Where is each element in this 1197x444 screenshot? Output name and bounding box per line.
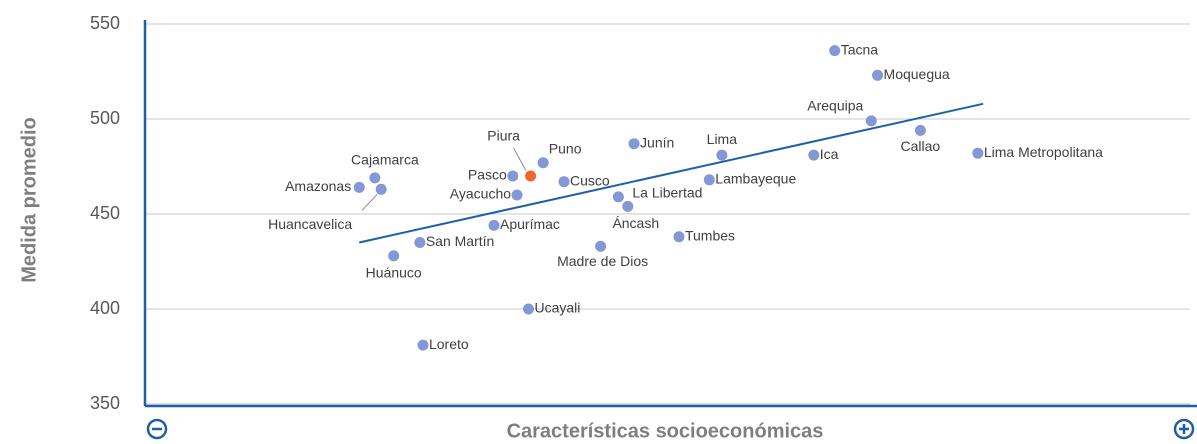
point-label: Madre de Dios bbox=[557, 253, 648, 269]
point bbox=[703, 174, 715, 186]
point-label: Huánuco bbox=[366, 265, 422, 281]
x-axis-label: Características socioeconómicas bbox=[507, 420, 824, 442]
point-label: Puno bbox=[549, 140, 582, 156]
point bbox=[488, 219, 500, 231]
point bbox=[388, 250, 400, 262]
point-label: Lambayeque bbox=[715, 171, 796, 187]
point-label: Junín bbox=[640, 134, 674, 150]
point-label: Cajamarca bbox=[351, 152, 419, 168]
point bbox=[511, 189, 523, 201]
point bbox=[523, 303, 535, 315]
point bbox=[525, 170, 537, 182]
point bbox=[353, 181, 365, 193]
point bbox=[716, 149, 728, 161]
point bbox=[872, 69, 884, 81]
y-tick-label: 500 bbox=[90, 108, 120, 128]
y-axis-label: Medida promedio bbox=[18, 117, 40, 283]
point-label: Huancavelica bbox=[268, 216, 352, 232]
point-label: Ayacucho bbox=[450, 186, 511, 202]
y-tick-label: 350 bbox=[90, 393, 120, 413]
point-label: La Libertad bbox=[632, 185, 702, 201]
point bbox=[558, 176, 570, 188]
point-label: Tacna bbox=[841, 41, 879, 57]
point-label: Amazonas bbox=[285, 178, 351, 194]
point-label: Arequipa bbox=[807, 98, 863, 114]
point bbox=[622, 200, 634, 212]
point bbox=[914, 124, 926, 136]
plus-icon bbox=[1173, 418, 1195, 440]
point bbox=[414, 237, 426, 248]
leader-line bbox=[361, 193, 378, 211]
point bbox=[369, 172, 381, 184]
point-label: San Martín bbox=[426, 233, 494, 249]
point-label: Tumbes bbox=[685, 228, 735, 244]
point bbox=[375, 183, 387, 195]
point bbox=[612, 191, 624, 203]
point bbox=[808, 149, 820, 161]
point-label: Piura bbox=[487, 128, 520, 144]
point bbox=[972, 147, 984, 159]
point bbox=[595, 240, 607, 252]
point bbox=[865, 115, 877, 127]
point-label: Pasco bbox=[468, 167, 507, 183]
point-label: Callao bbox=[901, 138, 941, 154]
point-label: Ica bbox=[820, 146, 839, 162]
point-label: Moquegua bbox=[884, 66, 950, 82]
point bbox=[537, 157, 549, 169]
point-label: Lima bbox=[707, 131, 738, 147]
y-tick-label: 400 bbox=[90, 298, 120, 318]
point bbox=[673, 231, 685, 243]
point bbox=[628, 138, 640, 150]
point bbox=[829, 45, 841, 57]
trend-line bbox=[359, 102, 984, 244]
point-label: Áncash bbox=[612, 215, 659, 231]
point-label: Cusco bbox=[570, 172, 610, 188]
point bbox=[417, 339, 429, 351]
y-tick-label: 450 bbox=[90, 203, 120, 223]
minus-icon bbox=[146, 418, 168, 440]
y-tick-label: 550 bbox=[90, 13, 120, 33]
point-label: Ucayali bbox=[535, 300, 581, 316]
point bbox=[507, 170, 519, 182]
leader-line bbox=[513, 147, 527, 171]
point-label: Loreto bbox=[429, 336, 469, 352]
point-label: Lima Metropolitana bbox=[984, 144, 1103, 160]
point-label: Apurímac bbox=[500, 216, 560, 232]
